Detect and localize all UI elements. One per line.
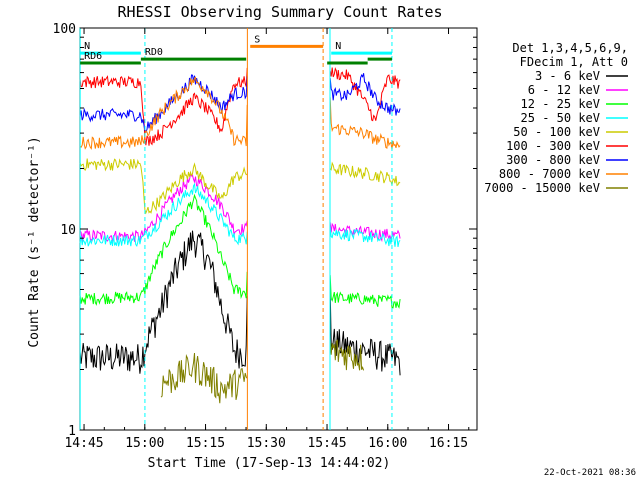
x-tick-label: 15:45 [307, 436, 346, 451]
legend-header-line: Det 1,3,4,5,6,9, [512, 41, 628, 55]
series-line-4 [79, 182, 401, 247]
series-line-2 [79, 173, 401, 243]
series-line-5 [79, 158, 401, 215]
x-tick-label: 14:45 [64, 436, 103, 451]
series-layer [79, 67, 401, 404]
y-tick-label: 1 [68, 424, 76, 439]
legend-entry-label: 6 - 12 keV [528, 83, 600, 97]
status-bar-label: N [84, 41, 90, 52]
legend-entry-label: 100 - 300 keV [506, 139, 600, 153]
legend-entry-label: 50 - 100 keV [513, 125, 600, 139]
y-axis-label: Count Rate (s⁻¹ detector⁻¹) [27, 136, 42, 347]
legend-entry-label: 12 - 25 keV [521, 97, 600, 111]
x-axis-label: Start Time (17-Sep-13 14:44:02) [148, 456, 391, 471]
chart-title: RHESSI Observing Summary Count Rates [117, 3, 442, 21]
generation-date: 22-Oct-2021 08:36 [544, 468, 636, 478]
series-line-3 [79, 193, 401, 309]
legend: Det 1,3,4,5,6,9,FDecim 1, Att 03 - 6 keV… [484, 41, 628, 195]
series-line-1 [79, 230, 401, 376]
x-tick-label: 15:30 [247, 436, 286, 451]
legend-entry-label: 25 - 50 keV [521, 111, 600, 125]
y-tick-label: 100 [53, 22, 76, 37]
status-bar-label: RD6 [84, 51, 102, 62]
y-tick-label: 10 [60, 223, 76, 238]
x-tick-label: 16:15 [429, 436, 468, 451]
legend-entry-label: 3 - 6 keV [535, 69, 600, 83]
status-bar-label: RD0 [145, 47, 163, 58]
x-tick-label: 15:15 [186, 436, 225, 451]
legend-entry-label: 7000 - 15000 keV [484, 181, 600, 195]
axes-layer: 14:45 15:00 15:15 15:30 15:45 16:00 16:15 1 10 10… [53, 22, 477, 451]
status-bar-layer: N N RD0 RD6 S [80, 34, 392, 65]
legend-entry-label: 300 - 800 keV [506, 153, 600, 167]
legend-entry-label: 800 - 7000 keV [499, 167, 600, 181]
series-line-6 [79, 67, 401, 146]
status-bar-label: N [335, 41, 341, 52]
legend-header-line: FDecim 1, Att 0 [520, 55, 628, 69]
status-bar-label: S [254, 34, 260, 45]
x-tick-label: 15:00 [125, 436, 164, 451]
x-tick-label: 16:00 [368, 436, 407, 451]
series-line-8 [79, 76, 401, 150]
series-line-9 [160, 339, 365, 404]
